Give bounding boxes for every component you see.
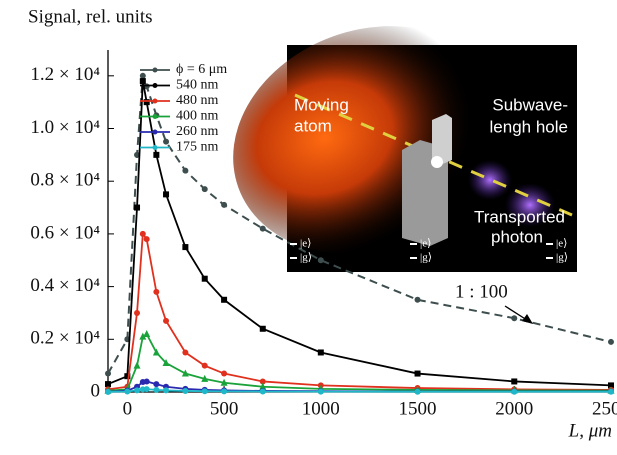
marker (140, 73, 146, 79)
inset-ket: |g⟩ (300, 252, 312, 264)
x-tick-label: 2000 (495, 398, 533, 419)
inset-hole (431, 156, 443, 168)
y-tick-label: 0.8 × 10⁴ (30, 170, 100, 191)
marker (511, 315, 517, 321)
marker (182, 168, 188, 174)
marker (105, 381, 111, 387)
marker (182, 244, 188, 250)
annotation-arrowhead (522, 314, 533, 324)
y-tick-label: 1.0 × 10⁴ (30, 117, 100, 138)
inset-ket: |e⟩ (556, 238, 567, 250)
x-axis-label: L, μm (568, 420, 612, 441)
marker (221, 297, 227, 303)
marker (415, 297, 421, 303)
legend-label: 175 nm (176, 140, 219, 155)
inset-ket: |g⟩ (556, 252, 568, 264)
legend-marker (153, 68, 158, 73)
marker (153, 152, 159, 158)
marker (318, 389, 324, 395)
legend-marker (153, 130, 158, 135)
marker (124, 388, 130, 394)
marker (153, 289, 159, 295)
y-tick-label: 1.2 × 10⁴ (30, 64, 100, 85)
y-tick-label: 0 (91, 380, 101, 401)
inset-label: atom (294, 116, 332, 135)
marker (163, 191, 169, 197)
inset-ket: |e⟩ (420, 238, 431, 250)
inset-label: Moving (294, 95, 349, 114)
marker (511, 378, 517, 384)
marker (221, 202, 227, 208)
marker (134, 205, 140, 211)
y-axis-label: Signal, rel. units (28, 6, 153, 27)
marker (140, 78, 146, 84)
inset-label: lengh hole (490, 117, 568, 136)
marker (144, 99, 150, 105)
marker (221, 371, 227, 377)
marker (318, 257, 324, 263)
marker (134, 362, 141, 369)
marker (163, 139, 169, 145)
x-tick-label: 1000 (302, 398, 340, 419)
inset (201, 0, 577, 291)
marker (144, 386, 150, 392)
marker (260, 388, 266, 394)
x-tick-label: 2500 (592, 398, 617, 419)
marker (134, 387, 140, 393)
marker (182, 388, 188, 394)
marker (511, 389, 517, 395)
marker (143, 330, 150, 337)
inset-label: Subwave- (492, 95, 568, 114)
marker (608, 339, 614, 345)
legend-label: ϕ = 6 μm (176, 62, 227, 77)
marker (202, 363, 208, 369)
marker (182, 349, 188, 355)
marker (134, 310, 140, 316)
inset-ket: |g⟩ (420, 252, 432, 264)
legend-marker (153, 145, 158, 150)
x-tick-label: 500 (210, 398, 239, 419)
marker (144, 378, 150, 384)
legend-label: 400 nm (176, 109, 219, 124)
inset-label: Transported (474, 207, 565, 226)
x-tick-label: 1500 (399, 398, 437, 419)
marker (163, 318, 169, 324)
y-tick-label: 0.6 × 10⁴ (30, 222, 100, 243)
y-tick-label: 0.4 × 10⁴ (30, 275, 100, 296)
marker (415, 371, 421, 377)
inset-ket: |e⟩ (300, 238, 311, 250)
legend-marker (153, 114, 158, 119)
marker (140, 231, 146, 237)
chart: Signal, rel. units L, μm 0 0.2 × 10⁴ 0.4 ×… (0, 0, 617, 455)
marker (221, 388, 227, 394)
marker (202, 276, 208, 282)
marker (144, 236, 150, 242)
marker (318, 349, 324, 355)
inset-photon (468, 160, 512, 200)
marker (608, 389, 614, 395)
marker (105, 371, 111, 377)
marker (202, 186, 208, 192)
annotation: 1 : 100 (455, 281, 508, 302)
marker (153, 387, 159, 393)
marker (202, 388, 208, 394)
marker (415, 389, 421, 395)
legend-label: 480 nm (176, 93, 219, 108)
marker (260, 326, 266, 332)
x-tick-label: 0 (123, 398, 133, 419)
marker (105, 389, 111, 395)
y-tick-label: 0.2 × 10⁴ (30, 328, 100, 349)
legend-marker (153, 99, 158, 104)
legend-label: 260 nm (176, 124, 219, 139)
marker (163, 387, 169, 393)
marker (153, 381, 159, 387)
legend-label: 540 nm (176, 78, 219, 93)
inset-label: photon (491, 227, 543, 246)
marker (260, 226, 266, 232)
legend-marker (153, 83, 158, 88)
